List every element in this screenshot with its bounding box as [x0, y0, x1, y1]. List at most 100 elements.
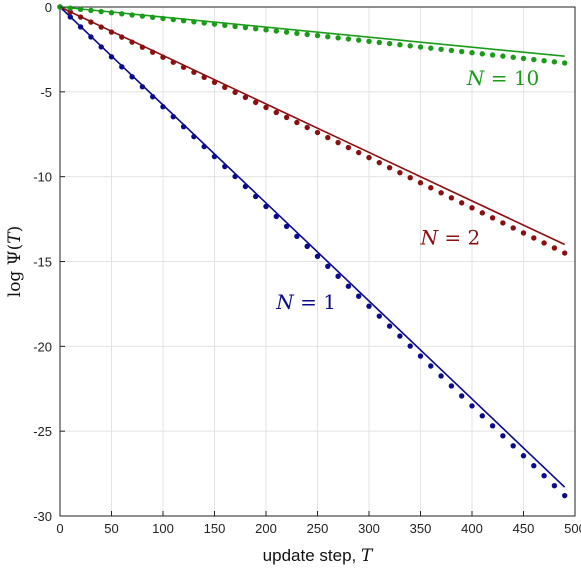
- data-point-n10: [222, 22, 228, 28]
- data-point-n10: [180, 18, 187, 24]
- data-point-n1: [407, 343, 413, 349]
- data-point-n1: [428, 363, 434, 369]
- data-point-n1: [469, 403, 475, 409]
- data-point-n2: [335, 139, 341, 146]
- data-point-n2: [479, 210, 485, 216]
- data-point-n1: [366, 303, 372, 309]
- data-point-n1: [386, 323, 393, 329]
- data-point-n1: [253, 193, 259, 200]
- data-point-n1: [222, 163, 228, 170]
- data-point-n1: [541, 472, 547, 479]
- data-point-n1: [500, 433, 506, 439]
- data-point-n10: [294, 30, 300, 36]
- data-point-n10: [201, 20, 207, 26]
- data-point-n10: [77, 6, 84, 12]
- data-point-n10: [562, 60, 568, 66]
- x-axis-label: update step, T: [263, 546, 374, 566]
- data-point-n10: [139, 13, 146, 19]
- data-point-n2: [386, 164, 393, 171]
- series-label-n10: N = 10: [466, 66, 539, 90]
- data-point-n10: [129, 12, 135, 18]
- data-point-n1: [294, 233, 300, 240]
- data-point-n1: [108, 54, 115, 60]
- data-point-n10: [520, 55, 527, 62]
- data-point-n1: [88, 34, 94, 40]
- data-point-n1: [314, 253, 321, 260]
- y-tick-label: -25: [33, 424, 52, 439]
- x-tick-label: 500: [564, 521, 581, 536]
- data-point-n10: [160, 15, 166, 22]
- data-point-n2: [129, 39, 135, 45]
- data-point-n1: [459, 393, 465, 399]
- data-point-n1: [345, 283, 352, 289]
- data-point-n2: [376, 159, 382, 166]
- data-point-n10: [335, 35, 341, 41]
- data-point-n2: [253, 99, 259, 106]
- series-layer: [57, 4, 568, 499]
- data-point-n2: [170, 59, 176, 65]
- data-point-n2: [531, 235, 537, 241]
- fit-line-n2: [59, 6, 566, 246]
- data-point-n1: [170, 113, 176, 120]
- data-point-n1: [489, 423, 496, 429]
- data-point-n2: [397, 169, 403, 176]
- data-point-n2: [469, 205, 475, 211]
- data-point-n1: [232, 173, 238, 180]
- data-point-n1: [479, 413, 485, 419]
- data-point-n10: [551, 59, 558, 65]
- data-point-n1: [417, 353, 424, 359]
- data-point-n1: [531, 463, 537, 469]
- data-point-n10: [253, 26, 259, 32]
- data-point-n1: [273, 213, 279, 220]
- data-point-n2: [356, 149, 362, 156]
- data-point-n2: [180, 64, 187, 70]
- data-point-n2: [263, 104, 269, 111]
- data-point-n1: [139, 84, 146, 90]
- data-point-n10: [428, 45, 434, 51]
- data-point-n1: [119, 64, 125, 70]
- data-point-n10: [438, 46, 444, 52]
- data-point-n1: [77, 24, 84, 30]
- data-point-n1: [376, 313, 382, 319]
- x-tick-label: 150: [204, 521, 226, 536]
- data-point-n2: [139, 44, 146, 50]
- data-point-n2: [489, 215, 496, 221]
- data-point-n2: [448, 195, 455, 201]
- data-point-n2: [314, 129, 321, 136]
- data-point-n2: [417, 180, 424, 186]
- data-point-n1: [98, 44, 104, 50]
- data-point-n1: [325, 263, 331, 269]
- data-point-n10: [242, 24, 249, 31]
- data-point-n10: [211, 21, 218, 27]
- data-point-n1: [201, 143, 207, 150]
- data-point-n10: [283, 29, 290, 35]
- data-point-n2: [211, 79, 218, 86]
- fit-line-n10: [59, 6, 565, 57]
- data-point-n10: [304, 31, 310, 38]
- data-point-n1: [191, 133, 197, 140]
- data-point-n2: [222, 84, 228, 91]
- data-point-n1: [67, 14, 74, 20]
- data-point-n2: [232, 89, 238, 96]
- y-tick-label: -30: [33, 509, 52, 524]
- data-point-n2: [407, 175, 413, 181]
- data-point-n10: [386, 40, 393, 47]
- x-tick-label: 250: [307, 521, 329, 536]
- data-point-n1: [356, 293, 362, 299]
- data-point-n1: [520, 453, 527, 459]
- x-tick-label: 0: [56, 521, 63, 536]
- data-point-n2: [551, 245, 558, 251]
- data-point-n2: [160, 54, 166, 60]
- data-point-n10: [489, 52, 496, 58]
- data-point-n2: [325, 134, 331, 141]
- x-tick-label: 450: [513, 521, 535, 536]
- data-point-n1: [211, 153, 218, 160]
- data-point-n1: [448, 383, 455, 389]
- y-tick-label: -5: [40, 85, 52, 100]
- data-point-n2: [541, 240, 547, 246]
- data-point-n10: [448, 47, 455, 54]
- data-point-n10: [191, 19, 197, 25]
- data-point-n1: [150, 94, 156, 100]
- y-tick-label: -15: [33, 255, 52, 270]
- data-point-n2: [283, 114, 290, 121]
